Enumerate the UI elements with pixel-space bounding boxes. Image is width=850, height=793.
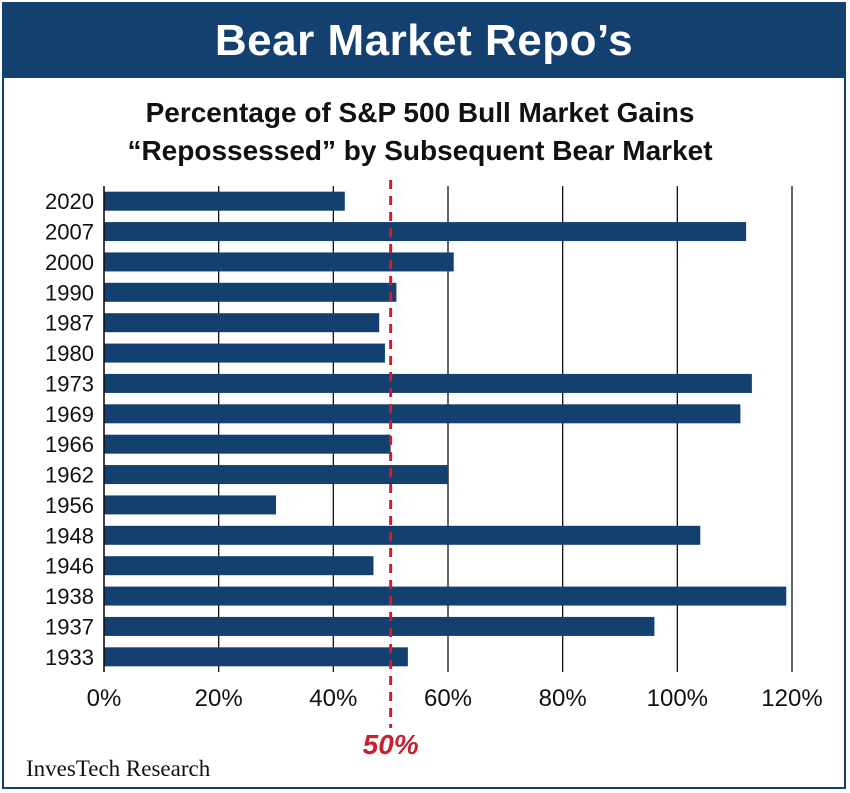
bar-1948	[104, 525, 701, 545]
bar-1973	[104, 373, 752, 393]
banner-title: Bear Market Repo’s	[4, 4, 844, 78]
bar-1990	[104, 282, 397, 302]
bar-2000	[104, 252, 454, 272]
bar-2007	[104, 222, 747, 242]
bar-1933	[104, 647, 408, 667]
bar-1938	[104, 586, 787, 606]
category-label-1937: 1937	[45, 614, 94, 639]
category-label-1956: 1956	[45, 493, 94, 518]
x-tick-label-0: 0%	[87, 685, 122, 712]
category-label-1973: 1973	[45, 371, 94, 396]
source-credit: InvesTech Research	[26, 756, 211, 781]
x-tick-label-40: 40%	[309, 685, 357, 712]
chart-title: Percentage of S&P 500 Bull Market Gains …	[0, 94, 840, 170]
bar-1956	[104, 495, 276, 515]
chart-title-line-2: “Repossessed” by Subsequent Bear Market	[127, 135, 713, 166]
bar-1937	[104, 616, 655, 636]
x-tick-label-120: 120%	[761, 685, 822, 712]
category-label-2007: 2007	[45, 220, 94, 245]
bar-1969	[104, 404, 741, 424]
chart-title-line-1: Percentage of S&P 500 Bull Market Gains	[145, 97, 695, 128]
category-label-2000: 2000	[45, 250, 94, 275]
category-label-1966: 1966	[45, 432, 94, 457]
category-label-1948: 1948	[45, 523, 94, 548]
bar-2020	[104, 191, 345, 211]
bar-1987	[104, 313, 380, 333]
x-tick-label-60: 60%	[424, 685, 472, 712]
x-tick-label-100: 100%	[647, 685, 708, 712]
category-label-1990: 1990	[45, 280, 94, 305]
bar-1980	[104, 343, 385, 363]
bar-1962	[104, 465, 448, 485]
category-label-1933: 1933	[45, 645, 94, 670]
category-label-1938: 1938	[45, 584, 94, 609]
category-label-1946: 1946	[45, 554, 94, 579]
category-label-1980: 1980	[45, 341, 94, 366]
x-tick-label-20: 20%	[195, 685, 243, 712]
reference-line-label: 50%	[363, 729, 419, 760]
x-tick-label-80: 80%	[539, 685, 587, 712]
category-label-1962: 1962	[45, 463, 94, 488]
bar-1966	[104, 434, 391, 454]
category-label-1969: 1969	[45, 402, 94, 427]
category-label-1987: 1987	[45, 311, 94, 336]
bar-1946	[104, 556, 374, 576]
category-label-2020: 2020	[45, 189, 94, 214]
